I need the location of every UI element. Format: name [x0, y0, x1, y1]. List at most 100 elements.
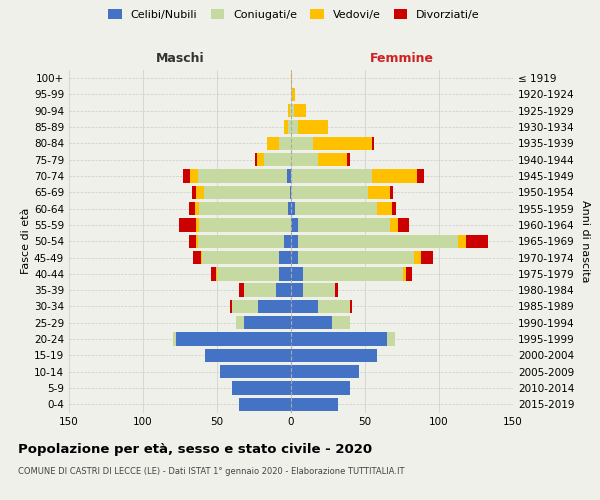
Bar — [183, 170, 190, 182]
Bar — [279, 136, 291, 150]
Bar — [291, 267, 303, 280]
Bar — [294, 104, 306, 118]
Bar — [377, 202, 392, 215]
Bar — [303, 267, 403, 280]
Bar — [298, 218, 390, 232]
Bar — [290, 186, 291, 199]
Bar — [291, 365, 359, 378]
Bar — [373, 136, 374, 150]
Bar — [298, 234, 458, 248]
Bar — [291, 382, 350, 394]
Bar — [196, 218, 199, 232]
Bar — [236, 316, 244, 330]
Bar — [291, 186, 368, 199]
Bar — [230, 300, 232, 313]
Y-axis label: Fasce di età: Fasce di età — [21, 208, 31, 274]
Bar — [220, 365, 291, 378]
Bar — [290, 104, 291, 118]
Bar — [279, 251, 291, 264]
Bar — [417, 170, 424, 182]
Bar — [466, 234, 488, 248]
Bar — [292, 88, 295, 101]
Bar — [317, 300, 350, 313]
Bar — [347, 153, 350, 166]
Bar — [298, 251, 414, 264]
Bar — [203, 186, 290, 199]
Bar — [257, 153, 265, 166]
Bar — [291, 398, 338, 411]
Bar — [176, 332, 291, 346]
Text: Femmine: Femmine — [370, 52, 434, 65]
Bar — [179, 218, 196, 232]
Bar — [276, 284, 291, 297]
Bar — [458, 234, 466, 248]
Bar — [291, 170, 373, 182]
Bar — [335, 284, 338, 297]
Bar — [350, 300, 352, 313]
Bar — [398, 218, 409, 232]
Y-axis label: Anni di nascita: Anni di nascita — [580, 200, 590, 282]
Bar — [239, 398, 291, 411]
Bar — [190, 170, 198, 182]
Bar — [189, 234, 196, 248]
Bar — [259, 300, 291, 313]
Bar — [298, 120, 328, 134]
Bar — [196, 186, 203, 199]
Bar — [215, 267, 217, 280]
Bar — [232, 300, 259, 313]
Bar — [195, 202, 199, 215]
Bar — [291, 136, 313, 150]
Bar — [199, 202, 288, 215]
Bar — [406, 267, 412, 280]
Bar — [291, 202, 295, 215]
Bar — [303, 284, 335, 297]
Bar — [199, 218, 291, 232]
Bar — [291, 300, 317, 313]
Bar — [390, 186, 393, 199]
Bar — [291, 120, 298, 134]
Text: Maschi: Maschi — [155, 52, 205, 65]
Bar — [288, 202, 291, 215]
Text: COMUNE DI CASTRI DI LECCE (LE) - Dati ISTAT 1° gennaio 2020 - Elaborazione TUTTI: COMUNE DI CASTRI DI LECCE (LE) - Dati IS… — [18, 468, 404, 476]
Bar — [291, 332, 387, 346]
Bar — [403, 267, 406, 280]
Bar — [211, 267, 215, 280]
Bar — [189, 202, 195, 215]
Bar — [291, 234, 298, 248]
Bar — [291, 284, 303, 297]
Bar — [313, 136, 373, 150]
Bar — [288, 104, 290, 118]
Bar — [198, 170, 287, 182]
Bar — [392, 202, 396, 215]
Bar — [192, 186, 196, 199]
Bar — [291, 104, 294, 118]
Bar — [291, 72, 292, 85]
Bar — [268, 136, 279, 150]
Text: Popolazione per età, sesso e stato civile - 2020: Popolazione per età, sesso e stato civil… — [18, 442, 372, 456]
Bar — [291, 316, 332, 330]
Bar — [232, 382, 291, 394]
Bar — [390, 218, 398, 232]
Bar — [287, 170, 291, 182]
Bar — [414, 251, 421, 264]
Bar — [244, 316, 291, 330]
Bar — [317, 153, 347, 166]
Bar — [265, 153, 291, 166]
Bar — [368, 186, 390, 199]
Bar — [239, 284, 244, 297]
Bar — [284, 120, 288, 134]
Bar — [202, 251, 279, 264]
Bar — [256, 153, 257, 166]
Bar — [291, 251, 298, 264]
Bar — [295, 202, 377, 215]
Bar — [196, 234, 198, 248]
Bar — [279, 267, 291, 280]
Bar — [421, 251, 433, 264]
Bar — [244, 284, 276, 297]
Bar — [193, 251, 201, 264]
Bar — [373, 170, 417, 182]
Bar — [291, 348, 377, 362]
Bar — [284, 234, 291, 248]
Bar — [291, 153, 317, 166]
Legend: Celibi/Nubili, Coniugati/e, Vedovi/e, Divorziati/e: Celibi/Nubili, Coniugati/e, Vedovi/e, Di… — [105, 6, 483, 23]
